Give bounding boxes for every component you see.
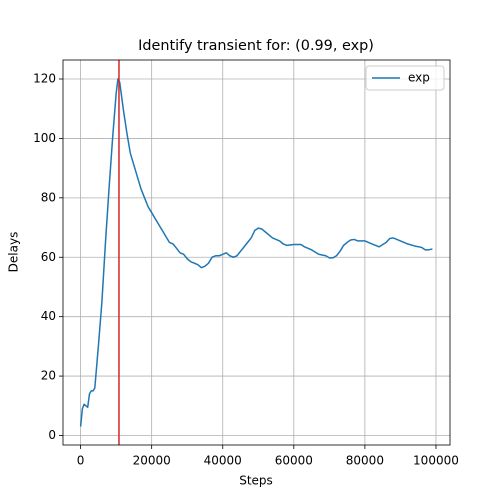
y-tick-label: 100	[33, 131, 56, 145]
chart-title: Identify transient for: (0.99, exp)	[138, 38, 374, 54]
y-tick-label: 80	[41, 190, 56, 204]
x-tick-label: 40000	[204, 454, 242, 468]
data-line	[79, 78, 433, 427]
x-tick-label: 80000	[346, 454, 384, 468]
axes-frame	[62, 59, 451, 446]
legend-label: exp	[408, 71, 430, 85]
y-tick-label: 0	[48, 428, 56, 442]
legend-box	[365, 65, 445, 91]
x-tick-label: 100000	[413, 454, 459, 468]
x-tick-label: 60000	[275, 454, 313, 468]
y-tick-label: 120	[33, 72, 56, 86]
x-axis-label: Steps	[239, 474, 273, 488]
y-tick-label: 20	[41, 369, 56, 383]
y-tick-label: 40	[41, 309, 56, 323]
x-tick-label: 20000	[133, 454, 171, 468]
x-tick-label: 0	[77, 454, 85, 468]
y-axis-label: Delays	[7, 232, 21, 273]
y-tick-label: 60	[41, 250, 56, 264]
